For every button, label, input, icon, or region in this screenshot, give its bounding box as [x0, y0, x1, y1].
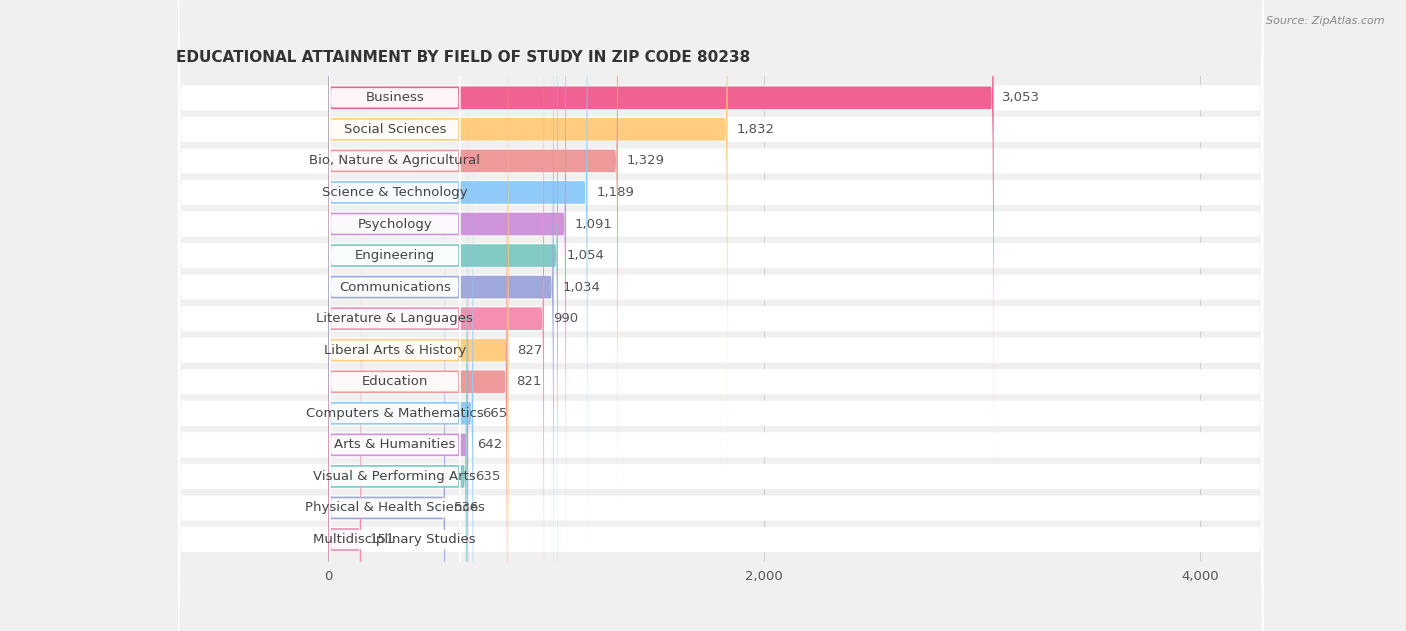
Text: Liberal Arts & History: Liberal Arts & History	[323, 344, 465, 357]
Text: Computers & Mathematics: Computers & Mathematics	[307, 407, 484, 420]
FancyBboxPatch shape	[329, 109, 467, 631]
Text: 1,054: 1,054	[567, 249, 605, 262]
FancyBboxPatch shape	[329, 0, 558, 623]
FancyBboxPatch shape	[179, 0, 1263, 631]
FancyBboxPatch shape	[329, 44, 460, 631]
FancyBboxPatch shape	[329, 76, 460, 631]
FancyBboxPatch shape	[329, 172, 361, 631]
FancyBboxPatch shape	[329, 15, 508, 631]
Text: 990: 990	[553, 312, 578, 325]
Text: 151: 151	[370, 533, 395, 546]
FancyBboxPatch shape	[179, 0, 1263, 631]
Text: 3,053: 3,053	[1002, 91, 1040, 104]
FancyBboxPatch shape	[179, 0, 1263, 631]
FancyBboxPatch shape	[329, 0, 460, 498]
Text: 821: 821	[516, 375, 541, 388]
FancyBboxPatch shape	[179, 0, 1263, 631]
FancyBboxPatch shape	[179, 0, 1263, 631]
Text: 827: 827	[517, 344, 543, 357]
Text: Source: ZipAtlas.com: Source: ZipAtlas.com	[1267, 16, 1385, 26]
FancyBboxPatch shape	[329, 78, 468, 631]
Text: Education: Education	[361, 375, 427, 388]
FancyBboxPatch shape	[179, 0, 1263, 631]
FancyBboxPatch shape	[329, 0, 554, 631]
Text: Engineering: Engineering	[354, 249, 434, 262]
FancyBboxPatch shape	[179, 0, 1263, 631]
FancyBboxPatch shape	[329, 0, 460, 593]
FancyBboxPatch shape	[329, 0, 460, 467]
FancyBboxPatch shape	[329, 107, 460, 631]
FancyBboxPatch shape	[179, 0, 1263, 631]
FancyBboxPatch shape	[329, 0, 460, 562]
Text: EDUCATIONAL ATTAINMENT BY FIELD OF STUDY IN ZIP CODE 80238: EDUCATIONAL ATTAINMENT BY FIELD OF STUDY…	[176, 50, 749, 65]
FancyBboxPatch shape	[329, 0, 617, 528]
FancyBboxPatch shape	[179, 0, 1263, 631]
FancyBboxPatch shape	[329, 13, 460, 625]
Text: Visual & Performing Arts: Visual & Performing Arts	[314, 470, 477, 483]
FancyBboxPatch shape	[329, 141, 446, 631]
FancyBboxPatch shape	[179, 0, 1263, 631]
FancyBboxPatch shape	[329, 0, 994, 465]
Text: 1,034: 1,034	[562, 281, 600, 293]
Text: Bio, Nature & Agricultural: Bio, Nature & Agricultural	[309, 155, 481, 167]
Text: 665: 665	[482, 407, 508, 420]
FancyBboxPatch shape	[329, 139, 460, 631]
Text: 642: 642	[477, 439, 502, 451]
Text: 536: 536	[454, 502, 479, 514]
FancyBboxPatch shape	[179, 0, 1263, 631]
FancyBboxPatch shape	[329, 0, 460, 435]
Text: Business: Business	[366, 91, 425, 104]
FancyBboxPatch shape	[329, 0, 727, 497]
FancyBboxPatch shape	[329, 0, 509, 631]
Text: Arts & Humanities: Arts & Humanities	[335, 439, 456, 451]
FancyBboxPatch shape	[179, 0, 1263, 631]
FancyBboxPatch shape	[179, 0, 1263, 631]
Text: 1,832: 1,832	[737, 123, 775, 136]
FancyBboxPatch shape	[329, 0, 567, 591]
FancyBboxPatch shape	[329, 0, 460, 404]
Text: 635: 635	[475, 470, 501, 483]
FancyBboxPatch shape	[329, 202, 460, 631]
FancyBboxPatch shape	[329, 233, 460, 631]
FancyBboxPatch shape	[329, 0, 588, 560]
FancyBboxPatch shape	[329, 46, 474, 631]
FancyBboxPatch shape	[329, 0, 460, 530]
Text: Social Sciences: Social Sciences	[343, 123, 446, 136]
Text: Communications: Communications	[339, 281, 451, 293]
FancyBboxPatch shape	[179, 0, 1263, 631]
FancyBboxPatch shape	[329, 170, 460, 631]
Text: 1,189: 1,189	[596, 186, 634, 199]
Text: 1,329: 1,329	[627, 155, 665, 167]
Text: Physical & Health Sciences: Physical & Health Sciences	[305, 502, 485, 514]
FancyBboxPatch shape	[179, 0, 1263, 631]
Text: Multidisciplinary Studies: Multidisciplinary Studies	[314, 533, 477, 546]
Text: Literature & Languages: Literature & Languages	[316, 312, 474, 325]
Text: Science & Technology: Science & Technology	[322, 186, 468, 199]
FancyBboxPatch shape	[329, 0, 544, 631]
Text: Psychology: Psychology	[357, 218, 432, 230]
Text: 1,091: 1,091	[575, 218, 613, 230]
